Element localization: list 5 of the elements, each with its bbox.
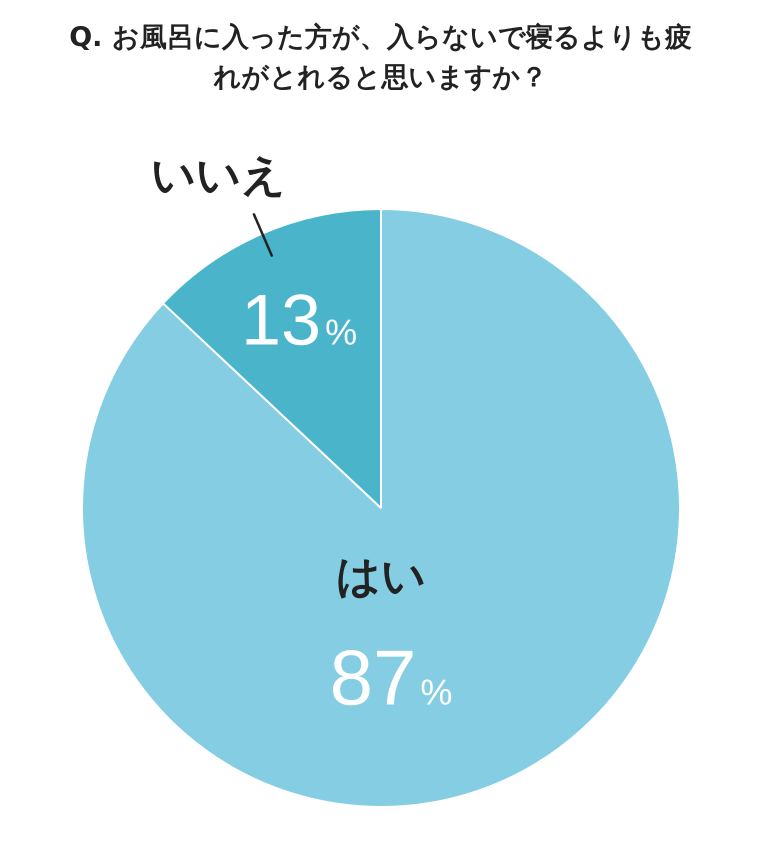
data-label: 13% bbox=[241, 280, 358, 361]
chart-title: Q. お風呂に入った方が、入らないで寝るよりも疲れがとれると思いますか？ bbox=[68, 21, 693, 95]
slice-label: いいえ bbox=[151, 150, 286, 202]
slice-label: はい bbox=[336, 551, 426, 602]
data-label: 87% bbox=[330, 633, 452, 722]
